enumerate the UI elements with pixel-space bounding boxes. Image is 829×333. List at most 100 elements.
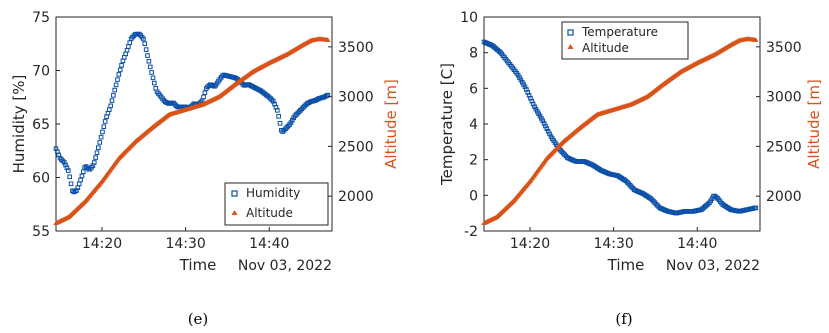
left-axis-ticks: -2 0 2 4 6 8 10 [460, 10, 488, 240]
caption-f: (f) [615, 310, 632, 328]
data-point [753, 37, 759, 42]
data-point [91, 160, 97, 165]
x-tick-label: 14:20 [510, 236, 550, 252]
x-tick-label: 14:30 [593, 236, 633, 252]
data-point [147, 64, 153, 70]
y-right-tick-label: 3000 [338, 90, 374, 106]
legend-triangle-marker [567, 44, 574, 49]
data-point [274, 108, 280, 113]
legend: Humidity Altitude [224, 182, 329, 226]
data-point [78, 177, 83, 183]
data-point [102, 119, 108, 124]
data-point [94, 150, 100, 155]
data-point [145, 53, 150, 58]
data-point [98, 134, 104, 140]
data-point [81, 169, 86, 175]
legend-box [561, 21, 689, 60]
right-axis-ticks: 2000 2500 3000 3500 [328, 40, 374, 205]
data-point [202, 90, 208, 96]
x-axis-ticks: 14:20 14:30 14:40 [510, 227, 717, 252]
data-point [115, 77, 120, 82]
y-left-tick-label: 2 [469, 153, 478, 169]
y-left-tick-label: 75 [32, 10, 50, 26]
data-point [68, 181, 74, 187]
data-point [117, 67, 123, 73]
x-axis-label: Time [607, 256, 645, 274]
right-axis-ticks: 2000 2500 3000 3500 [756, 40, 802, 205]
y-right-tick-label: 2500 [338, 139, 374, 155]
data-point [101, 124, 107, 129]
y-right-axis-label: Altitude [m] [805, 79, 823, 169]
data-point [277, 121, 283, 126]
altitude-series [53, 36, 331, 226]
data-point [79, 173, 85, 179]
data-point [116, 72, 122, 77]
data-point [146, 58, 152, 64]
data-point [149, 70, 154, 75]
data-point [65, 168, 71, 173]
data-point [112, 87, 118, 93]
data-point [127, 40, 133, 45]
data-point [113, 82, 119, 88]
data-point [119, 63, 124, 68]
y-left-axis-label: Temperature [C] [438, 63, 456, 186]
y-right-tick-label: 3500 [766, 40, 802, 56]
y-right-tick-label: 3000 [766, 90, 802, 106]
data-point [276, 114, 281, 119]
y-left-tick-label: 65 [32, 117, 50, 133]
data-point [152, 80, 157, 86]
x-axis-ticks: 14:20 14:30 14:40 [82, 227, 289, 252]
x-tick-label: 14:40 [249, 236, 289, 252]
data-point [93, 155, 98, 160]
data-point [201, 94, 206, 100]
legend-label-altitude: Altitude [246, 206, 293, 220]
y-left-tick-label: 60 [32, 171, 50, 187]
x-tick-label: 14:40 [677, 236, 717, 252]
data-point [141, 36, 146, 42]
data-point [753, 205, 759, 211]
legend-box [224, 182, 329, 226]
legend-label-humidity: Humidity [246, 186, 300, 200]
y-left-tick-label: 10 [460, 10, 478, 26]
x-axis-label: Time [179, 256, 217, 274]
y-left-axis-label: Humidity [%] [10, 75, 28, 174]
data-point [150, 75, 156, 81]
y-right-tick-label: 2000 [766, 189, 802, 205]
y-right-tick-label: 3500 [338, 40, 374, 56]
data-point [97, 140, 103, 145]
legend-square-marker [231, 190, 238, 197]
y-left-tick-label: 8 [469, 46, 478, 62]
data-point [111, 93, 116, 98]
caption-e: (e) [188, 310, 209, 328]
data-point [142, 41, 148, 46]
legend-triangle-marker [231, 210, 238, 215]
data-point [67, 174, 72, 180]
legend-label-altitude: Altitude [582, 41, 629, 55]
legend-square-marker [567, 29, 574, 36]
y-left-tick-label: 55 [32, 224, 50, 240]
left-axis-ticks: 55 60 65 70 75 [32, 10, 60, 240]
y-left-tick-label: 4 [469, 117, 478, 133]
x-tick-label: 14:30 [165, 236, 205, 252]
data-point [143, 47, 149, 52]
y-right-axis-label: Altitude [m] [382, 79, 400, 169]
data-point [109, 98, 115, 103]
x-tick-label: 14:20 [82, 236, 122, 252]
data-point [100, 129, 105, 135]
data-point [96, 145, 101, 150]
data-point [325, 92, 331, 98]
y-left-tick-label: -2 [464, 224, 478, 240]
date-label: Nov 03, 2022 [666, 258, 760, 274]
data-point [108, 103, 113, 109]
temperature-series [481, 39, 759, 216]
data-point [325, 37, 331, 42]
y-right-tick-label: 2500 [766, 139, 802, 155]
legend: Temperature Altitude [561, 21, 689, 60]
date-label: Nov 03, 2022 [238, 258, 332, 274]
legend-label-temperature: Temperature [581, 25, 658, 39]
y-left-tick-label: 70 [32, 64, 50, 80]
y-left-tick-label: 6 [469, 81, 478, 97]
